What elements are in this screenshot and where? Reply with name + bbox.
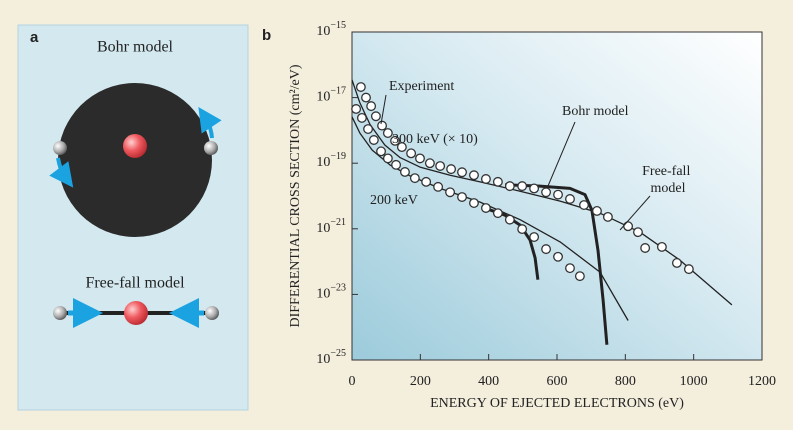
data-point: [435, 161, 446, 171]
free-fall-caption: Free-fall model: [85, 275, 185, 292]
data-point: [421, 176, 432, 187]
data-point: [517, 224, 528, 235]
annotation: 200 keV: [370, 193, 418, 208]
data-point: [565, 263, 575, 274]
annotation: Free-fall model: [642, 164, 694, 196]
data-point: [469, 170, 479, 181]
data-point: [356, 112, 367, 123]
data-point: [579, 200, 589, 210]
annotation: Bohr model: [562, 104, 629, 119]
data-point: [553, 251, 563, 262]
data-point: [517, 181, 528, 192]
data-point: [391, 159, 402, 170]
data-point: [623, 221, 634, 232]
y-tick-label: 10−21: [316, 217, 346, 236]
bohr-caption: Bohr model: [97, 39, 174, 56]
y-tick-label: 10−25: [316, 348, 346, 367]
panel-label: b: [262, 27, 271, 44]
data-point: [640, 243, 651, 253]
data-point: [396, 142, 407, 153]
data-point: [492, 208, 503, 219]
electron: [53, 141, 67, 155]
nucleus: [124, 301, 148, 325]
data-point: [671, 257, 682, 268]
annotation: Experiment: [389, 79, 454, 94]
x-tick-label: 1000: [680, 374, 708, 389]
data-point: [409, 173, 420, 184]
leader-line: [380, 94, 387, 125]
y-axis-label: DIFFERENTIAL CROSS SECTION (cm²/eV): [288, 64, 303, 327]
y-tick-label: 10−15: [316, 20, 346, 39]
data-point: [376, 146, 386, 157]
data-point: [368, 135, 379, 145]
data-point: [382, 153, 393, 164]
panel-a: a Bohr model Free-fall model: [17, 24, 249, 411]
data-point: [457, 167, 467, 178]
data-point: [480, 203, 491, 213]
x-axis-label: ENERGY OF EJECTED ELECTRONS (eV): [430, 396, 684, 411]
data-point: [529, 232, 540, 243]
data-point: [363, 124, 374, 134]
data-point: [377, 120, 388, 131]
y-tick-label: 10−23: [316, 283, 346, 302]
electron: [53, 306, 67, 320]
x-tick-label: 600: [547, 374, 568, 389]
data-point: [541, 187, 552, 198]
nucleus: [123, 134, 147, 158]
data-point: [457, 192, 467, 202]
data-point: [366, 101, 377, 112]
data-point: [406, 148, 417, 159]
data-point: [541, 244, 552, 255]
data-point: [415, 153, 425, 164]
data-point: [565, 194, 575, 204]
orbit-disc: [58, 83, 212, 237]
data-point: [433, 181, 444, 192]
panel-label: a: [30, 29, 39, 46]
data-point: [656, 241, 667, 252]
data-point: [355, 82, 366, 92]
electron: [204, 141, 218, 155]
data-point: [553, 189, 563, 200]
data-point: [480, 174, 491, 184]
x-tick-label: 200: [410, 374, 431, 389]
data-point: [424, 158, 435, 169]
leader-line: [547, 121, 576, 187]
data-point: [390, 135, 401, 146]
data-point: [351, 104, 362, 114]
electron: [205, 306, 219, 320]
data-point: [370, 111, 381, 122]
data-point: [683, 264, 694, 275]
data-point: [446, 164, 457, 175]
curve: [505, 183, 609, 345]
annotation: 300 keV (× 10): [392, 132, 478, 147]
leader-line: [619, 195, 651, 231]
y-tick-label: 10−19: [316, 151, 346, 170]
data-point: [445, 187, 456, 198]
data-point: [529, 183, 540, 194]
data-point: [602, 211, 613, 222]
x-tick-label: 400: [478, 374, 499, 389]
x-tick-label: 1200: [748, 374, 776, 389]
x-tick-label: 800: [615, 374, 636, 389]
data-point: [361, 92, 371, 103]
y-tick-label: 10−17: [316, 86, 346, 105]
data-point: [382, 128, 393, 139]
data-point: [469, 198, 479, 208]
data-point: [574, 271, 585, 282]
arrow: [198, 107, 222, 139]
arrow: [49, 157, 74, 188]
data-point: [400, 167, 410, 177]
data-point: [504, 214, 515, 225]
data-point: [633, 227, 643, 238]
data-point: [504, 181, 515, 192]
data-point: [592, 206, 602, 216]
data-point: [492, 176, 503, 187]
x-tick-label: 0: [349, 374, 356, 389]
